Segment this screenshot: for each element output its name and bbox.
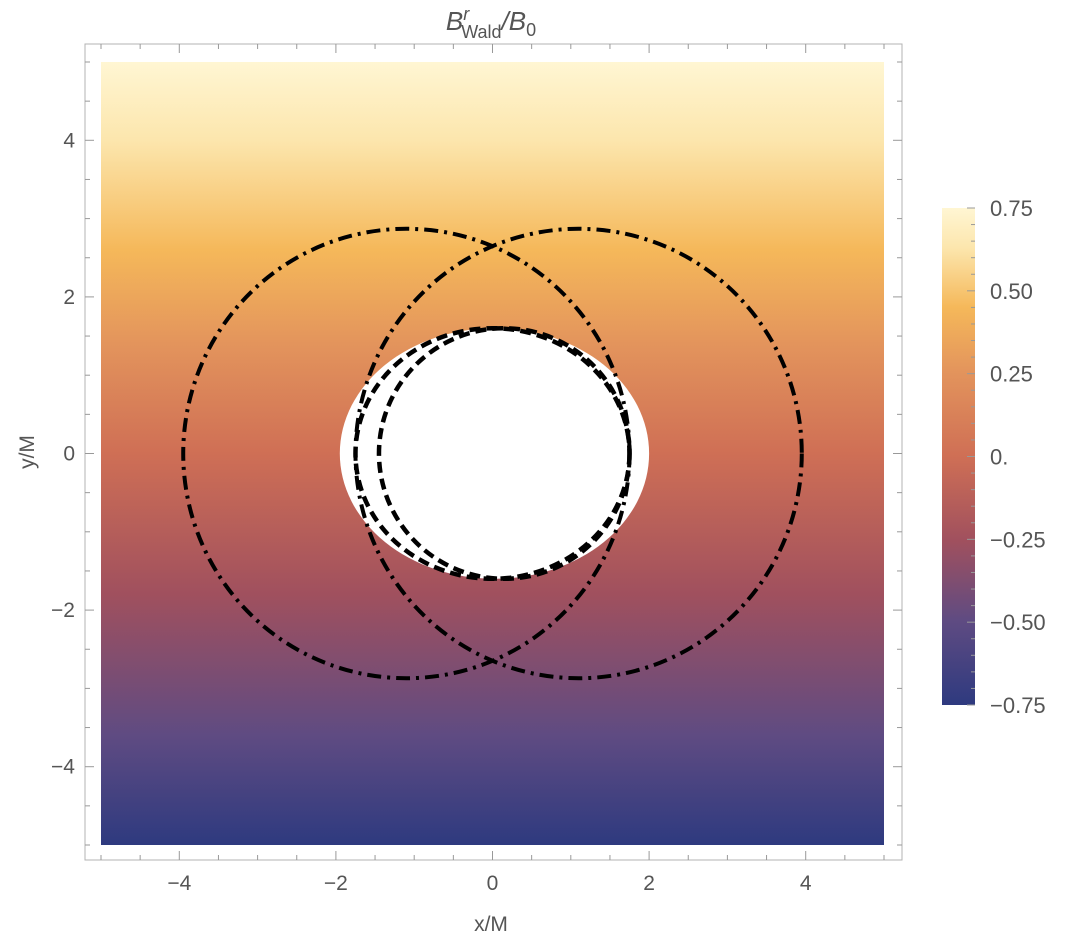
colorbar-tick-label: 0.25 [990, 362, 1033, 387]
x-tick-label: 2 [643, 872, 655, 895]
colorbar-tick-label: −0.50 [990, 610, 1046, 635]
dot-dashed-curve-3 [181, 226, 632, 681]
orbit-curves [181, 226, 804, 681]
y-tick-label: −2 [51, 599, 75, 622]
y-tick-label: 0 [63, 443, 75, 466]
y-tick-label: 2 [63, 286, 75, 309]
colorbar-tick-label: 0.75 [990, 196, 1033, 221]
x-axis-ticks: −4 −2 0 2 4 [100, 44, 885, 895]
x-tick-label: −2 [324, 872, 348, 895]
y-tick-label: 4 [63, 129, 75, 152]
plot-area [101, 62, 884, 845]
x-tick-label: 4 [800, 872, 812, 895]
dot-dashed-curve-4 [353, 226, 804, 681]
y-axis-label: y/M [16, 435, 39, 469]
chart-title: Br Wald/B0 [446, 4, 536, 42]
x-tick-label: −4 [167, 872, 191, 895]
colorbar-tick-label: −0.25 [990, 527, 1046, 552]
colorbar-tick-label: 0.50 [990, 279, 1033, 304]
x-tick-label: 0 [487, 872, 499, 895]
colorbar-tick-label: −0.75 [990, 693, 1046, 718]
y-axis-ticks: −4 −2 0 2 4 [51, 61, 902, 846]
x-axis-label: x/M [474, 913, 508, 936]
excised-horizon-region [339, 328, 650, 579]
y-tick-label: −4 [51, 756, 75, 779]
colorbar-tick-label: 0. [990, 445, 1008, 470]
colorbar-ticks: 0.75 0.50 0.25 0. −0.25 −0.50 −0.75 [967, 196, 1046, 718]
